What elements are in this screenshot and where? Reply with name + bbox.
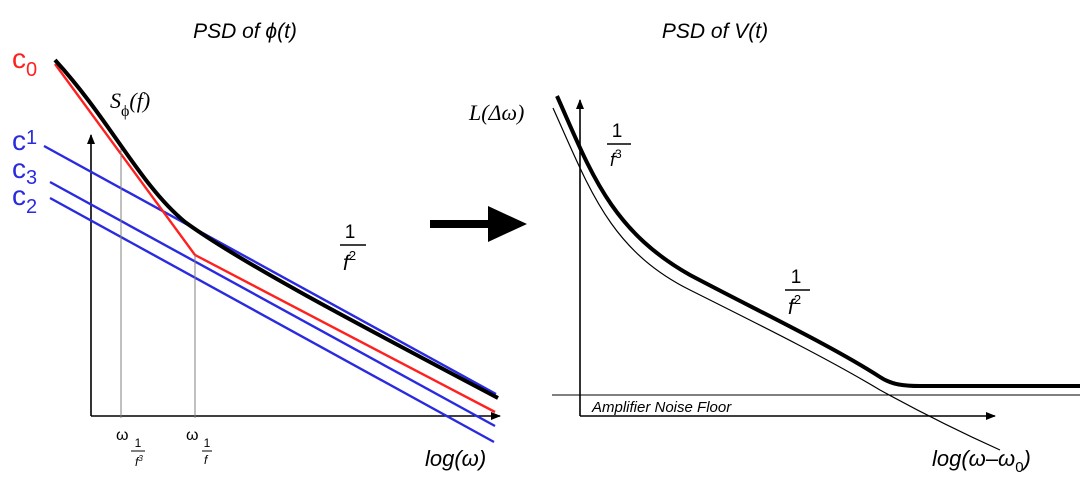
noise-floor-label: Amplifier Noise Floor — [591, 399, 732, 416]
c2-label: c2 — [12, 180, 37, 218]
c2-line — [49, 196, 495, 444]
svg-text:f: f — [204, 453, 209, 467]
c1-line — [43, 144, 497, 396]
svg-text:f2: f2 — [343, 248, 356, 275]
c0-label: c0 — [12, 43, 37, 81]
right-panel-title: PSD of V(t) — [662, 20, 768, 43]
left-panel-title: PSD of ϕ(t) — [193, 20, 297, 43]
omega-1-f3-label: ω 1 f3 — [116, 427, 145, 469]
right-psd-curve — [555, 95, 1080, 388]
c1-label: c1 — [12, 125, 37, 156]
c3-line — [49, 180, 496, 428]
right-slope2-label: 1 f2 — [785, 267, 810, 319]
svg-text:f3: f3 — [610, 147, 622, 170]
svg-text:f3: f3 — [135, 454, 143, 469]
omega-1-f-label: ω 1 f — [186, 427, 212, 467]
s-phi-label: Sϕ(f) — [110, 88, 150, 120]
svg-text:ω: ω — [116, 427, 129, 444]
right-arrow — [430, 206, 527, 242]
left-x-axis-label: log(ω) — [425, 446, 486, 471]
svg-text:1: 1 — [135, 436, 142, 450]
c3-label: c3 — [12, 153, 37, 189]
left-psd-curve — [53, 58, 499, 400]
svg-text:f2: f2 — [788, 292, 801, 319]
svg-text:ω: ω — [186, 427, 199, 444]
right-slope3-label: 1 f3 — [607, 121, 631, 170]
left-slope-label: 1 f2 — [340, 222, 366, 275]
right-y-axis-label: L(Δω) — [468, 100, 524, 125]
svg-text:1: 1 — [345, 222, 356, 243]
svg-text:1: 1 — [791, 267, 802, 288]
right-x-axis-label: log(ω–ω0) — [932, 446, 1031, 476]
svg-text:1: 1 — [204, 436, 211, 450]
right-asymptote-curve — [552, 107, 1001, 451]
svg-text:1: 1 — [612, 121, 623, 142]
